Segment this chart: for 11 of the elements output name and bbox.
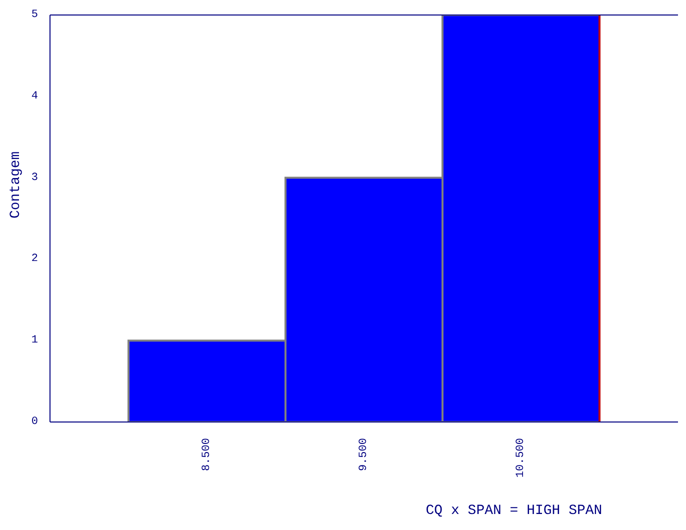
y-tick-label: 3	[31, 172, 38, 184]
y-tick-label: 5	[31, 9, 38, 21]
x-axis-title: CQ x SPAN = HIGH SPAN	[426, 503, 602, 519]
x-tick-label: 8.500	[201, 438, 213, 472]
y-tick-label: 1	[31, 334, 38, 347]
x-tick-label: 9.500	[358, 438, 370, 472]
x-tick-label: 10.500	[515, 438, 527, 478]
y-axis-title: Contagem	[8, 151, 24, 218]
y-tick-label: 0	[31, 416, 38, 428]
y-tick-label: 2	[31, 253, 38, 266]
y-tick-label: 4	[31, 90, 38, 102]
